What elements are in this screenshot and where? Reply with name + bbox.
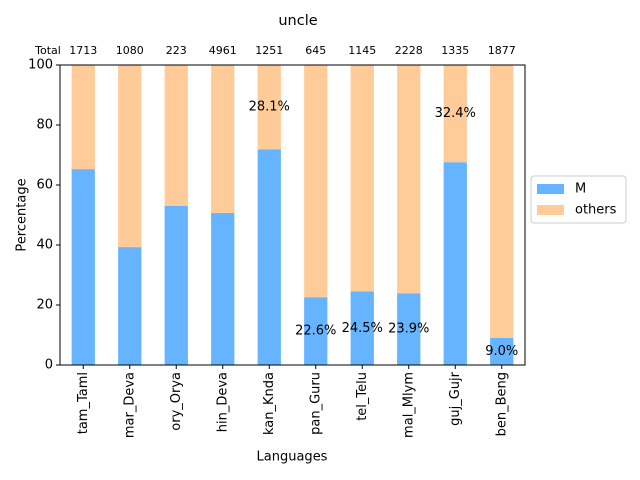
total-label: 4961: [209, 44, 237, 57]
y-tick-label: 100: [28, 58, 53, 73]
bar-segment: [443, 65, 467, 163]
x-tick-label: ben_Beng: [494, 372, 509, 436]
bar-segment: [164, 65, 188, 206]
total-label: 1080: [116, 44, 144, 57]
bar-segment: [118, 65, 142, 248]
legend-label: M: [575, 182, 586, 197]
x-tick-label: mar_Deva: [122, 372, 137, 438]
total-label: 1145: [348, 44, 376, 57]
x-tick-label: hin_Deva: [215, 372, 230, 432]
legend-swatch: [537, 205, 564, 215]
x-tick-label: pan_Guru: [308, 372, 323, 435]
bar-segment: [397, 293, 421, 365]
total-label: 2228: [395, 44, 423, 57]
y-tick-label: 60: [36, 178, 53, 193]
axes-frame: [59, 64, 526, 366]
bar-segment: [211, 65, 235, 213]
x-tick-label: kan_Knda: [262, 372, 277, 435]
bar-segment: [211, 212, 235, 365]
bar-segment: [71, 65, 95, 170]
bar-segment: [443, 162, 467, 365]
total-label: 223: [166, 44, 187, 57]
legend-label: others: [575, 203, 617, 218]
bar-segment: [350, 291, 374, 365]
total-label: 645: [305, 44, 326, 57]
bar-segment: [257, 149, 281, 365]
totals-label: Total: [34, 44, 61, 57]
y-tick-label: 0: [45, 358, 53, 373]
legend-swatch: [537, 184, 564, 194]
bar-segment: [164, 206, 188, 365]
x-tick-label: ory_Orya: [169, 372, 184, 431]
total-label: 1335: [441, 44, 469, 57]
total-label: 1713: [69, 44, 97, 57]
y-tick-label: 80: [36, 118, 53, 133]
chart-title: uncle: [278, 13, 317, 29]
x-axis-label: Languages: [257, 450, 328, 465]
bar-segment: [257, 65, 281, 150]
data-label: 28.1%: [249, 100, 290, 115]
bar-segment: [71, 169, 95, 365]
x-tick-label: tel_Telu: [355, 372, 370, 421]
bar-segment: [304, 297, 328, 365]
total-label: 1877: [488, 44, 516, 57]
bar-segment: [118, 247, 142, 365]
bar-segment: [490, 338, 514, 365]
y-tick-label: 20: [36, 298, 53, 313]
bar-segment: [304, 65, 328, 298]
data-label: 22.6%: [295, 324, 336, 339]
data-label: 9.0%: [485, 344, 518, 359]
data-label: 24.5%: [342, 321, 383, 336]
bar-segment: [490, 65, 514, 338]
bar-segment: [350, 65, 374, 292]
y-axis-label: Percentage: [15, 178, 30, 251]
data-label: 32.4%: [435, 106, 476, 121]
x-tick-label: guj_Gujr: [448, 371, 463, 426]
total-label: 1251: [255, 44, 283, 57]
bar-segment: [397, 65, 421, 294]
y-tick-label: 40: [36, 238, 53, 253]
x-tick-label: mal_Mlym: [401, 372, 416, 438]
data-label: 23.9%: [388, 322, 429, 337]
x-tick-label: tam_Taml: [76, 372, 91, 434]
